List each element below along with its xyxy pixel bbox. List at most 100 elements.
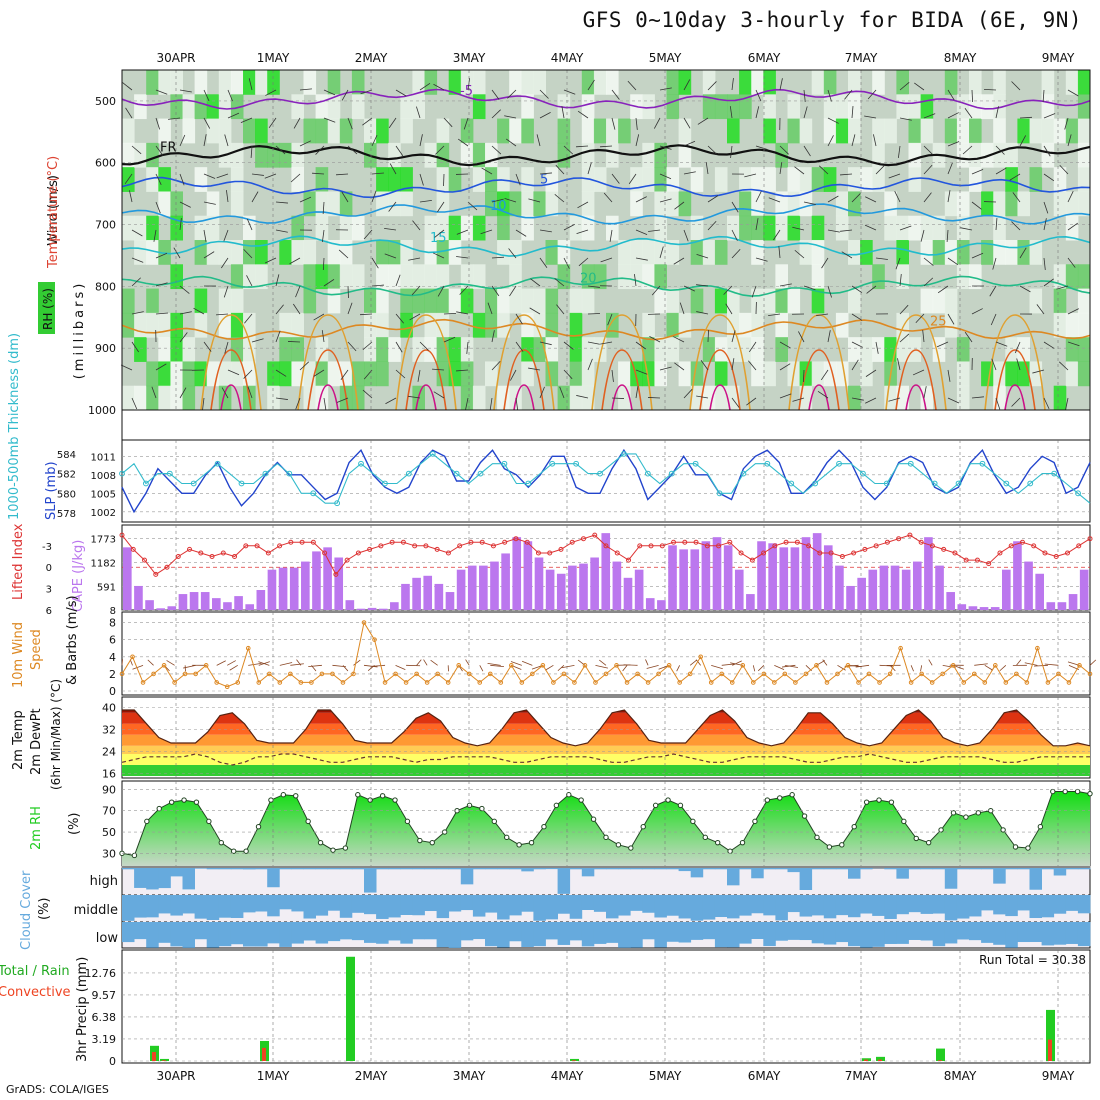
wind-barb xyxy=(504,198,517,203)
precip-tick-label: 12.76 xyxy=(85,967,117,980)
li-marker xyxy=(355,550,361,556)
wind10-marker xyxy=(319,671,325,677)
rh-cell xyxy=(158,337,171,362)
rh-cell xyxy=(327,240,341,265)
precip-conv-bar xyxy=(938,1060,942,1061)
wind-barb xyxy=(131,397,138,410)
rh-cell xyxy=(848,70,861,95)
wind10-barb xyxy=(774,664,785,671)
cloud-bar xyxy=(170,922,183,947)
wind-barb xyxy=(371,257,379,269)
rh-cell xyxy=(690,288,704,314)
wind-barb xyxy=(827,195,839,203)
rh-cell xyxy=(533,312,546,338)
precip-tick-label: 3.19 xyxy=(92,1033,117,1046)
cloud-bar xyxy=(1041,922,1055,946)
thickness-marker xyxy=(812,480,819,487)
rh-cell xyxy=(448,337,462,362)
wind10-barb xyxy=(1044,663,1059,666)
wind-barb xyxy=(683,285,696,292)
rh-cell xyxy=(969,70,982,95)
precip-conv-bar xyxy=(572,1060,576,1061)
rh-cell xyxy=(654,361,667,387)
wind10-barb xyxy=(689,659,697,666)
wind-barb xyxy=(577,201,589,209)
li-marker xyxy=(952,550,958,556)
rh-cell xyxy=(158,70,171,95)
cloud-bar xyxy=(569,868,583,870)
li-marker xyxy=(434,546,440,552)
rh-cell xyxy=(860,361,873,387)
date-label-bottom: 3MAY xyxy=(453,1069,486,1083)
cloud-bar xyxy=(497,922,510,948)
li-marker xyxy=(468,539,474,545)
rh-cell xyxy=(400,167,413,192)
thickness-marker xyxy=(1003,480,1010,487)
cloud-bar xyxy=(218,868,232,870)
wind-barb xyxy=(456,369,469,372)
rh-cell xyxy=(255,142,268,168)
wind-barb xyxy=(923,386,927,399)
thickness-marker xyxy=(1051,470,1058,477)
wind-barb xyxy=(609,229,613,242)
precip-total-bar xyxy=(876,1056,885,1061)
isotherm-contour xyxy=(121,88,1091,110)
cloud-bar xyxy=(533,895,546,921)
wind-barb xyxy=(131,257,144,263)
wind-barb xyxy=(920,229,925,242)
cape-bar xyxy=(1068,594,1078,610)
li-marker xyxy=(704,543,710,549)
hot-contour xyxy=(317,384,339,411)
wind-barb xyxy=(1058,361,1069,371)
wind-barb xyxy=(539,341,552,346)
rh-cell xyxy=(388,337,401,362)
rh-tick-label: 50 xyxy=(102,826,116,839)
li-marker xyxy=(997,550,1003,556)
li-marker xyxy=(614,550,620,556)
li-marker xyxy=(828,550,834,556)
precip-tick-label: 9.57 xyxy=(92,989,117,1002)
wind-barb xyxy=(947,369,951,382)
wind-barb xyxy=(729,106,733,119)
wind-barb xyxy=(875,257,888,260)
cloud-bar xyxy=(811,895,825,916)
cape-bar xyxy=(957,604,967,610)
rh-cell xyxy=(400,191,413,217)
wind-barb xyxy=(1043,113,1056,119)
wind10-marker xyxy=(288,671,293,677)
rh-cell xyxy=(569,215,583,241)
wind-barb xyxy=(528,198,541,203)
rh-marker xyxy=(168,799,175,805)
wind-barb xyxy=(851,106,854,119)
wind10-marker xyxy=(193,671,198,677)
hot-contour xyxy=(611,384,633,411)
li-marker xyxy=(693,539,699,545)
rh-cell xyxy=(243,215,256,241)
wind-barb xyxy=(971,396,984,399)
thickness-marker xyxy=(621,450,627,457)
rh-cell xyxy=(460,215,474,241)
wind-barb xyxy=(923,164,933,175)
rh-cell xyxy=(569,385,583,411)
wind10-barb xyxy=(822,659,828,666)
cape-bar xyxy=(423,575,433,610)
wind-barb xyxy=(577,110,589,119)
cloud-bar xyxy=(690,895,704,921)
wind-barb xyxy=(888,397,901,402)
rh-cell xyxy=(291,167,304,192)
wind-barb xyxy=(923,277,934,287)
wind10-marker xyxy=(1077,663,1082,668)
temp-band xyxy=(122,734,1090,746)
isotherm-contour xyxy=(121,275,1091,297)
wind-barb xyxy=(827,330,831,343)
li-marker xyxy=(569,539,575,545)
wind-barb xyxy=(384,227,397,231)
wind-tick-label: 8 xyxy=(109,617,116,630)
li-marker xyxy=(378,543,384,549)
rh-marker xyxy=(516,842,522,848)
cloud-bar xyxy=(497,868,510,870)
slp-tick-label: 1002 xyxy=(91,508,116,519)
cloud-bar xyxy=(243,922,256,947)
rh-cell xyxy=(485,167,498,192)
rh-marker xyxy=(317,839,324,846)
